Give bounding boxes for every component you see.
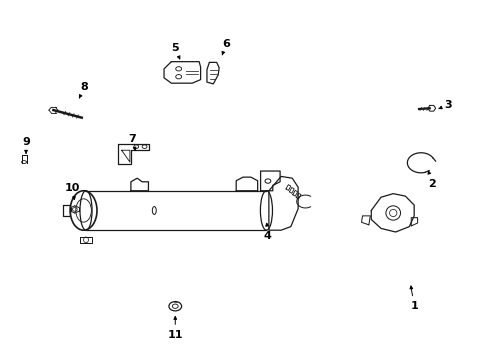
Text: 1: 1 [409,286,417,311]
Text: 2: 2 [427,171,435,189]
Text: 10: 10 [65,183,81,199]
Text: 9: 9 [22,138,30,153]
Text: 8: 8 [79,82,88,98]
Text: 5: 5 [171,43,180,59]
Text: 6: 6 [222,40,229,55]
Text: 11: 11 [167,316,183,340]
Text: 3: 3 [438,100,451,110]
Text: 7: 7 [128,134,136,150]
Text: 4: 4 [264,223,271,240]
